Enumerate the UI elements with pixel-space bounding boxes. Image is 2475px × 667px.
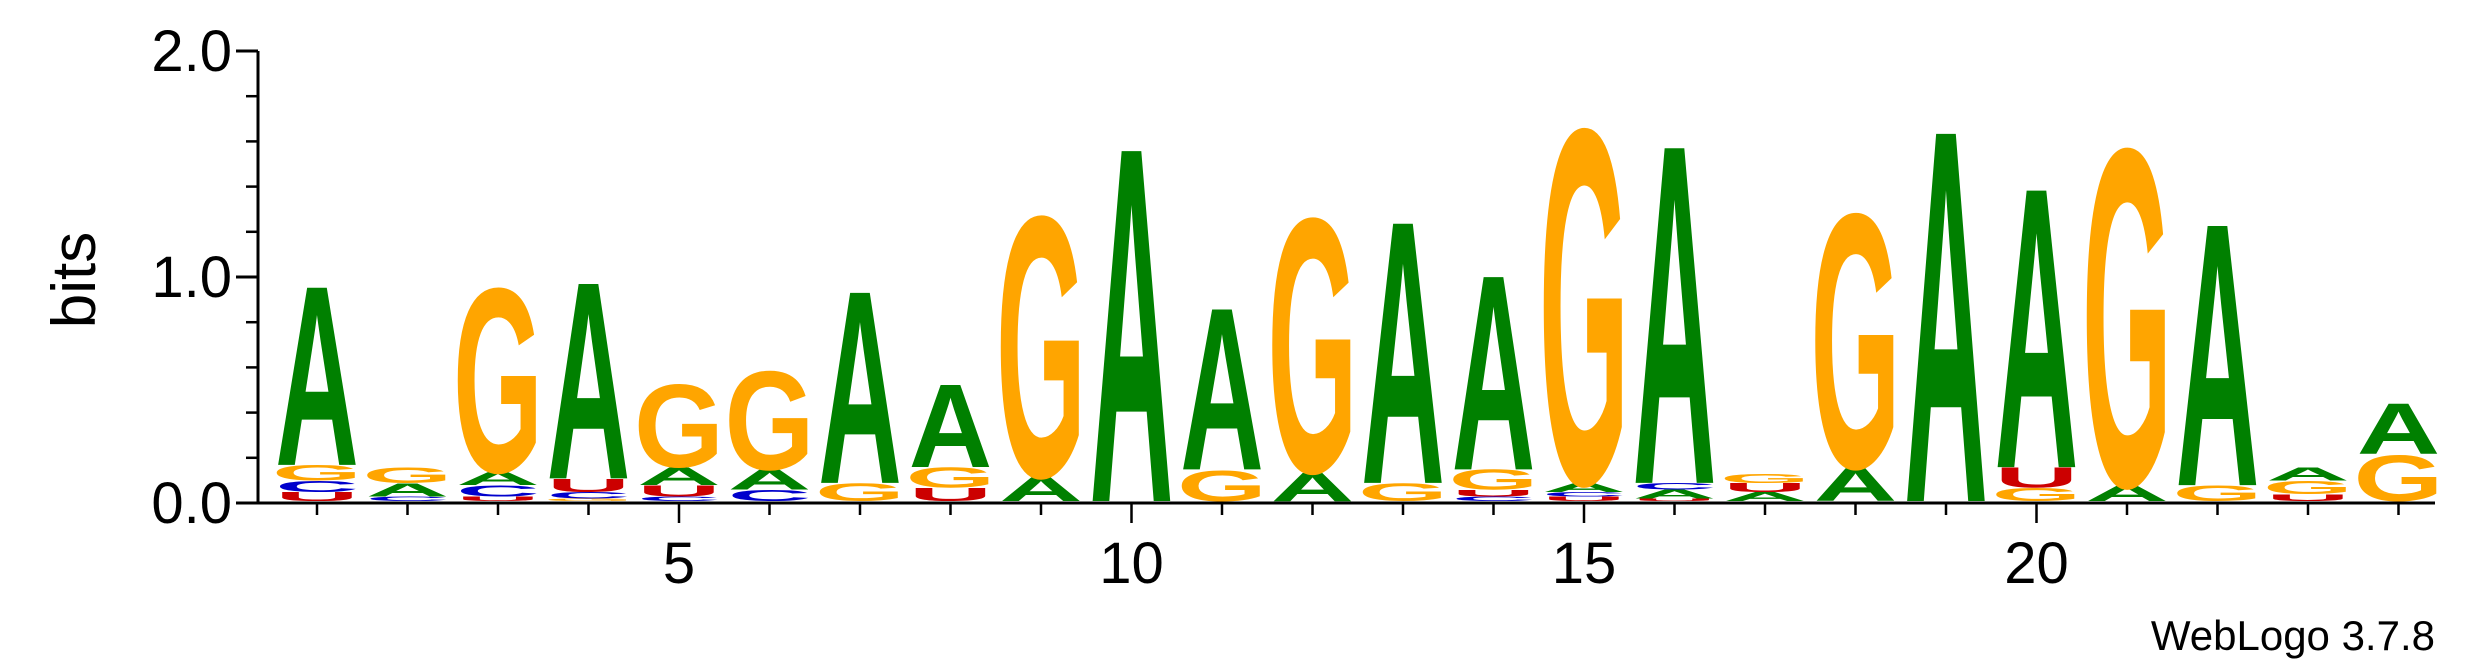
logo-letter: A (1090, 42, 1174, 610)
logo-letter: A (909, 359, 993, 492)
logo-letter: A (728, 464, 812, 496)
stack-position-8: UGA (906, 359, 996, 505)
weblogo-credit: WebLogo 3.7.8 (2151, 612, 2435, 659)
stack-position-21: AG (2082, 49, 2172, 588)
logo-letter: C (1452, 495, 1536, 502)
logo-letter: U (1542, 495, 1626, 502)
x-tick-label: 20 (2004, 531, 2069, 596)
logo-letter: G (906, 462, 996, 494)
logo-letter: C (1633, 481, 1717, 491)
logo-letter: U (275, 490, 359, 504)
logo-letter: G (1811, 138, 1901, 545)
stack-position-11: GA (1177, 259, 1267, 519)
logo-letter: G (725, 342, 815, 500)
logo-letter: C (728, 487, 812, 504)
logo-letter: G (996, 138, 1086, 555)
logo-letter: A (2176, 146, 2260, 566)
logo-letter: A (275, 233, 359, 521)
logo-letter: G (544, 498, 634, 501)
logo-letter: A (456, 468, 540, 489)
y-tick-label: 0.0 (151, 471, 232, 536)
logo-letter: A (1904, 19, 1988, 615)
stack-position-2: CAG (363, 463, 453, 502)
stack-position-17: AUG (1720, 472, 1810, 504)
logo-letter: A (366, 479, 450, 500)
logo-letter: G (1720, 472, 1810, 486)
x-tick-label: 15 (1552, 531, 1617, 596)
logo-letter: A (1723, 490, 1807, 504)
logo-letter: U (1723, 481, 1807, 495)
logo-letter: C (547, 490, 631, 500)
stack-position-23: UGA (2263, 464, 2353, 503)
y-tick-label: 2.0 (151, 19, 232, 84)
stack-position-19: A (1904, 19, 1988, 615)
y-axis-label: bits (40, 232, 109, 328)
logo-letter: G (363, 463, 453, 488)
stack-position-12: AG (1268, 143, 1358, 550)
logo-letter: G (1539, 24, 1629, 592)
stack-position-24: GA (2354, 389, 2444, 515)
logo-letter: G (1449, 464, 1539, 496)
logo-letter: U (2266, 493, 2350, 503)
logo-letter: C (275, 478, 359, 495)
logo-letter: C (637, 495, 721, 502)
logo-letter: A (1452, 217, 1536, 529)
stack-position-6: CAG (725, 342, 815, 504)
logo-letter: A (1633, 488, 1717, 502)
logo-letter: A (1995, 103, 2079, 553)
logo-letter: U (1633, 498, 1716, 501)
logo-letter: C (1542, 491, 1626, 498)
x-axis-ticks: 5 10 15 20 (315, 503, 2400, 596)
logo-letter: A (1542, 481, 1626, 495)
logo-letter: A (1180, 259, 1264, 519)
stack-position-10: A (1090, 42, 1174, 610)
stack-position-13: GA (1358, 144, 1448, 564)
logo-letter: U (1452, 488, 1536, 498)
logo-letter: A (2357, 389, 2441, 469)
y-axis-ticks: 0.0 1.0 2.0 (151, 19, 258, 536)
logo-letter: G (2263, 477, 2353, 498)
logo-letter: A (1361, 144, 1445, 564)
logo-letter: A (1633, 43, 1717, 586)
logo-letter: G (634, 359, 724, 492)
logo-letter: G (453, 235, 543, 529)
logo-letter: U (1995, 462, 2079, 494)
logo-letter: A (547, 223, 631, 538)
x-tick-label: 10 (1099, 531, 1164, 596)
logo-letter: U (637, 482, 721, 499)
logo-letter: C (366, 495, 450, 502)
logo-letter: U (547, 475, 631, 496)
logo-letter: C (456, 482, 540, 499)
logo-letter: A (2266, 464, 2350, 485)
logo-letter: U (909, 484, 993, 505)
logo-letter: G (1268, 143, 1358, 550)
logo-letter: A (637, 462, 721, 490)
logo-letter: A (818, 232, 902, 541)
y-tick-label: 1.0 (151, 245, 232, 310)
logo-letter: G (1992, 484, 2082, 505)
logo-letter: G (272, 461, 362, 486)
stack-position-20: GUA (1992, 103, 2082, 553)
stack-position-9: AG (996, 138, 1086, 555)
logo-letter: G (2082, 49, 2172, 588)
x-tick-label: 5 (663, 531, 695, 596)
stack-position-7: GA (815, 232, 905, 541)
stack-position-18: AG (1811, 138, 1901, 545)
logo-letter: U (456, 495, 540, 502)
